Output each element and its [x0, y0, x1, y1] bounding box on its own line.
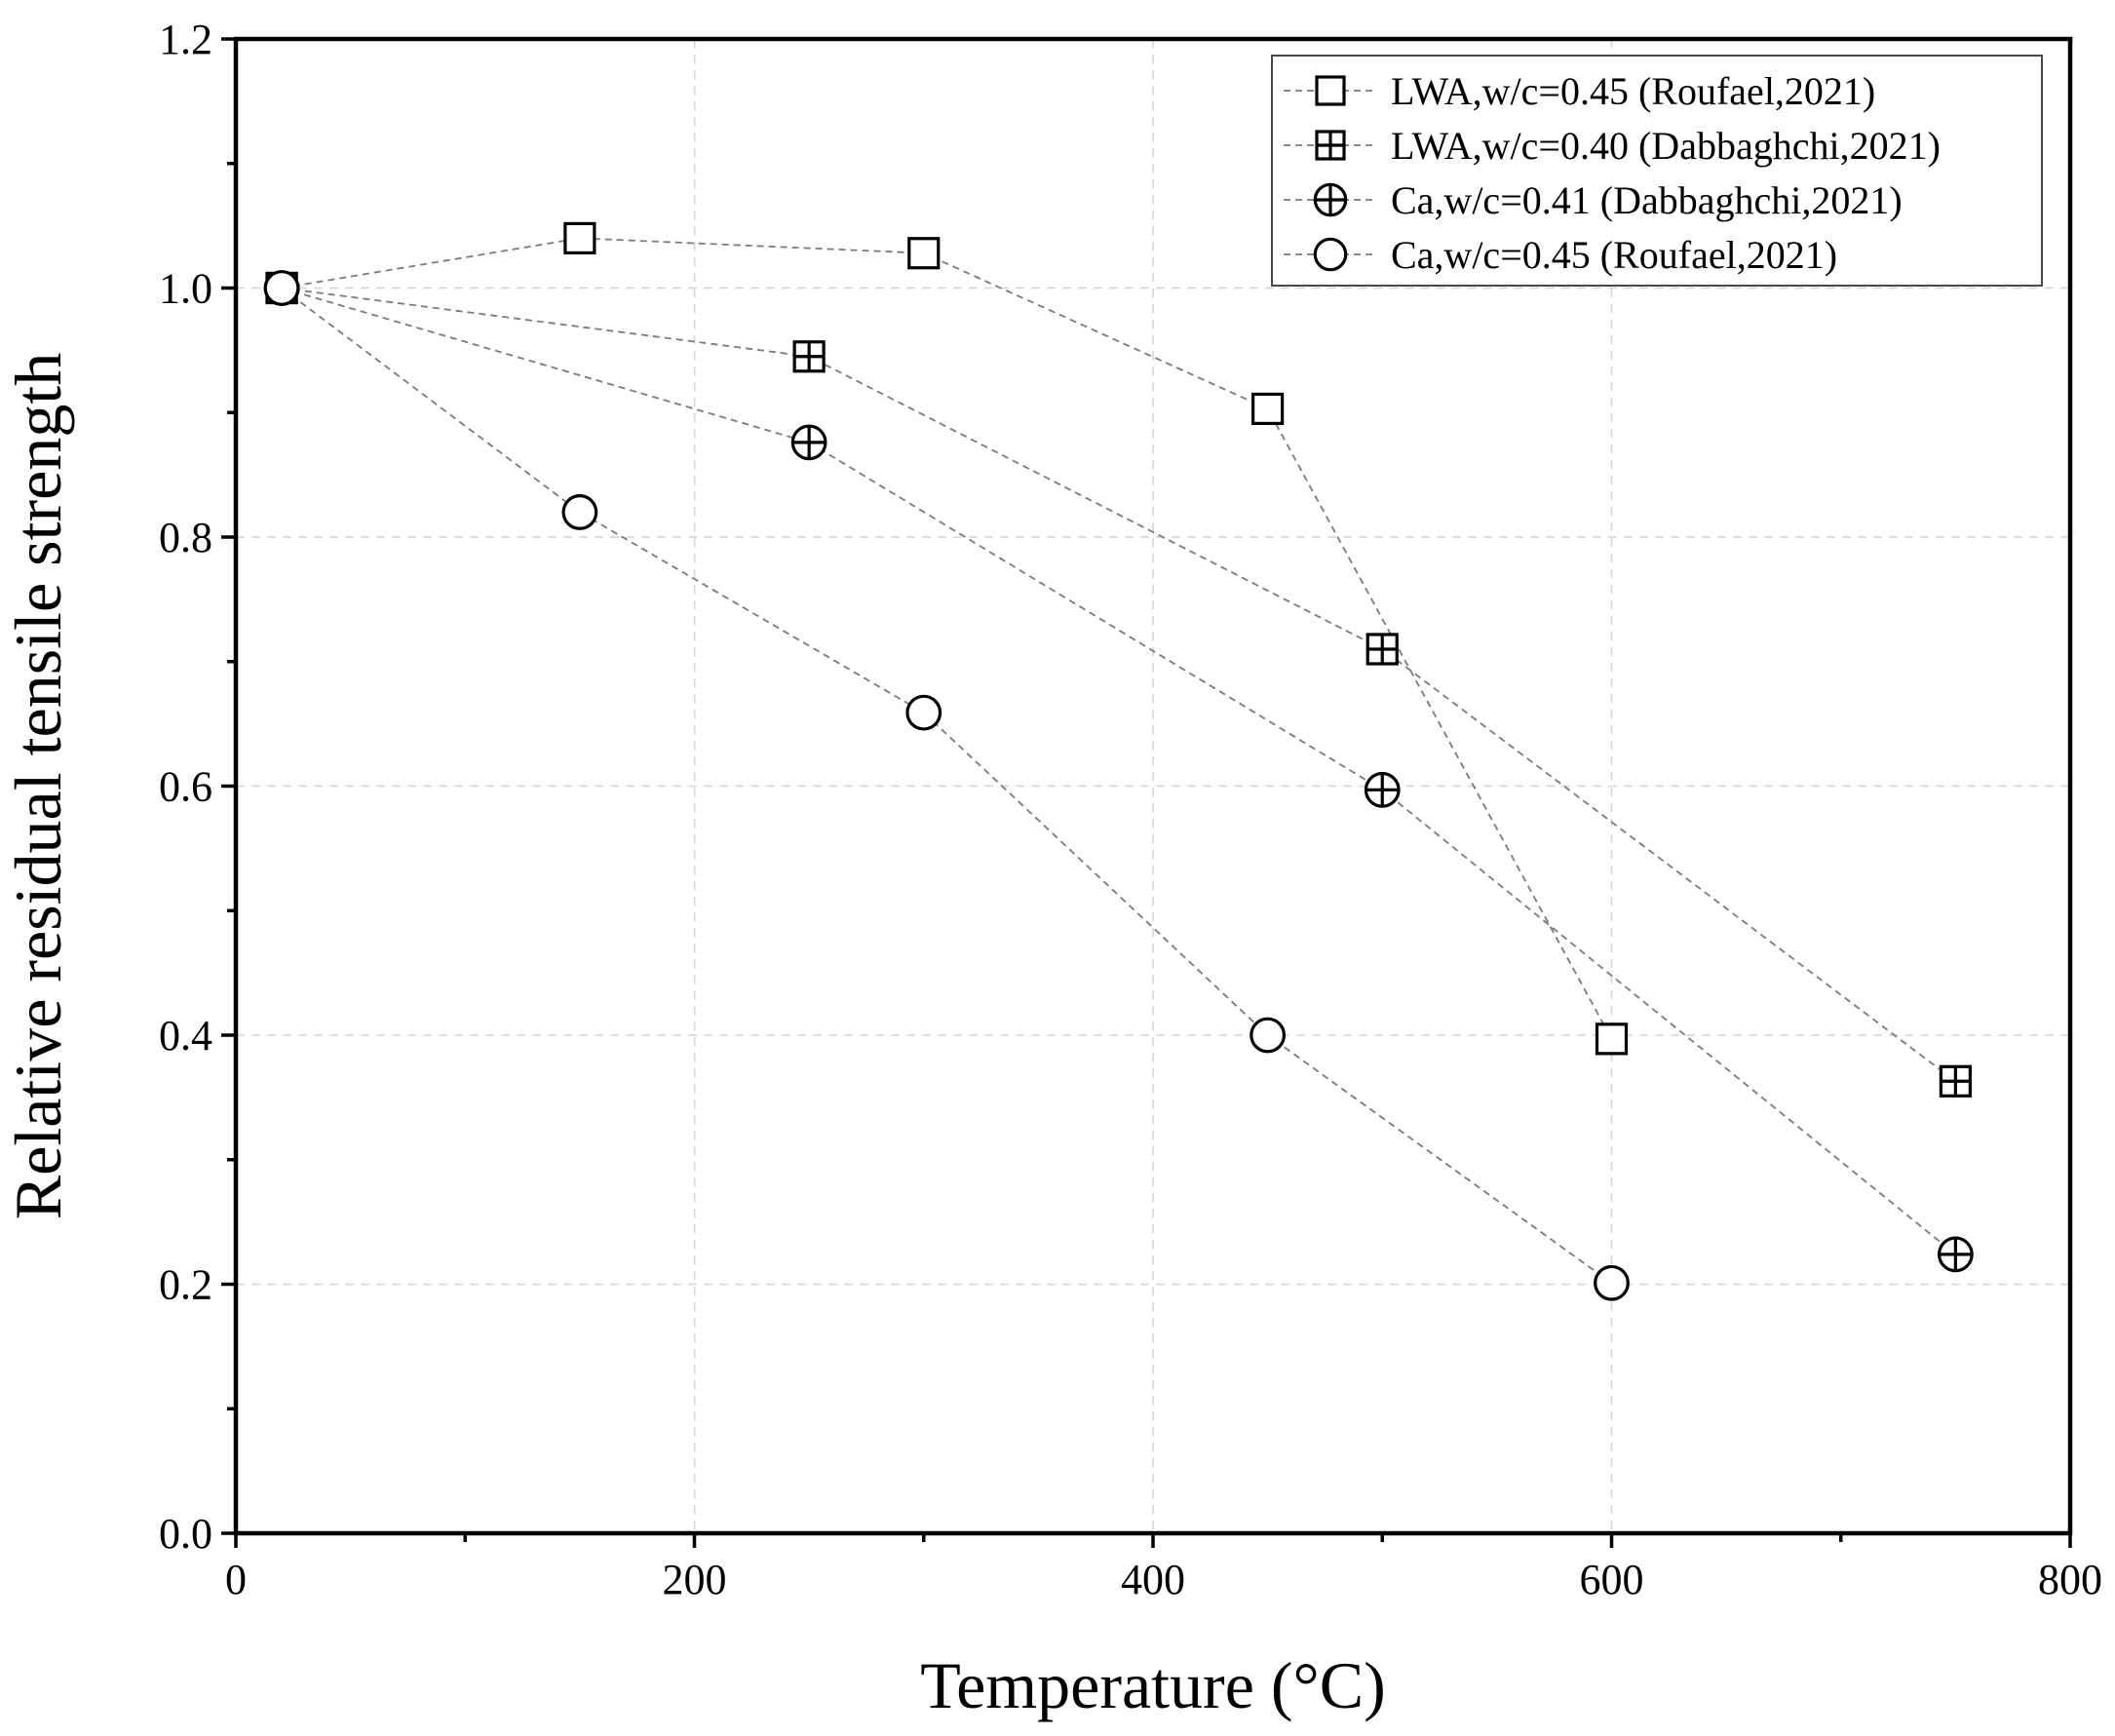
tick-labels: 0 200 400 600 800 0.0 0.2 0.4 0.6 0.8 1.0 1.2 — [159, 16, 2102, 1603]
marker-square — [1315, 75, 1346, 106]
grid — [236, 39, 2070, 1533]
series-4-points — [263, 270, 1630, 1301]
y-tick-label: 0.2 — [159, 1261, 212, 1309]
legend-entry: LWA,w/c=0.40 (Dabbaghchi,2021) — [1284, 124, 1941, 168]
y-tick-label: 0.8 — [159, 514, 212, 561]
data-point — [561, 494, 598, 530]
y-tick-label: 0.6 — [159, 763, 212, 811]
marker-circle — [1250, 1017, 1287, 1054]
marker-circle — [1313, 237, 1348, 272]
legend-label: LWA,w/c=0.40 (Dabbaghchi,2021) — [1391, 124, 1941, 168]
x-tick-label: 0 — [225, 1556, 247, 1603]
legend-entry: Ca,w/c=0.41 (Dabbaghchi,2021) — [1284, 178, 1903, 222]
y-axis-title: Relative residual tensile strength — [1, 353, 75, 1219]
data-point — [1594, 1264, 1630, 1301]
data-point — [792, 340, 826, 373]
x-tick-label: 800 — [2038, 1556, 2102, 1603]
marker-square — [1315, 75, 1346, 106]
data-point — [263, 270, 300, 306]
data-point — [1939, 1064, 1972, 1098]
y-tick-label: 1.2 — [159, 16, 212, 63]
data-point — [1364, 771, 1401, 808]
data-point — [1251, 392, 1285, 426]
marker-circle — [263, 270, 300, 306]
marker-square — [563, 221, 596, 254]
marker-circle — [1594, 1264, 1630, 1301]
legend-label: Ca,w/c=0.45 (Roufael,2021) — [1391, 233, 1837, 277]
series-markers — [263, 221, 1974, 1301]
legend-box — [1271, 55, 2043, 287]
data-point — [1937, 1236, 1974, 1273]
data-point — [563, 221, 596, 254]
x-tick-label: 200 — [663, 1556, 727, 1603]
legend-entry: Ca,w/c=0.45 (Roufael,2021) — [1284, 233, 1837, 277]
legend-label: Ca,w/c=0.41 (Dabbaghchi,2021) — [1391, 178, 1903, 222]
axes — [221, 36, 2073, 1548]
y-tick-label: 1.0 — [159, 265, 212, 313]
marker-square-plus — [1315, 130, 1346, 161]
data-point — [907, 237, 941, 270]
data-point — [905, 694, 942, 731]
y-tick-label: 0.0 — [159, 1510, 212, 1558]
y-tick-label: 0.4 — [159, 1012, 212, 1060]
data-point — [1365, 633, 1399, 666]
x-axis-title: Temperature (°C) — [920, 1648, 1385, 1722]
legend-label: LWA,w/c=0.45 (Roufael,2021) — [1391, 69, 1875, 113]
marker-circle — [905, 694, 942, 731]
legend: LWA,w/c=0.45 (Roufael,2021) LWA,w/c=0.40 … — [1271, 55, 2043, 287]
marker-square — [1595, 1022, 1629, 1056]
legend-entry: LWA,w/c=0.45 (Roufael,2021) — [1284, 69, 1875, 113]
marker-square — [1251, 392, 1285, 426]
series-line-3 — [281, 287, 1956, 1255]
data-point — [1250, 1017, 1287, 1054]
marker-circle-plus — [1313, 182, 1348, 217]
data-point — [790, 424, 827, 461]
series-line-4 — [281, 287, 1613, 1284]
marker-circle — [561, 494, 598, 530]
x-tick-label: 600 — [1580, 1556, 1644, 1603]
series-line-2 — [281, 287, 1956, 1082]
marker-square — [907, 237, 941, 270]
x-tick-label: 400 — [1121, 1556, 1185, 1603]
data-point — [1595, 1022, 1629, 1056]
marker-circle — [1313, 237, 1348, 272]
